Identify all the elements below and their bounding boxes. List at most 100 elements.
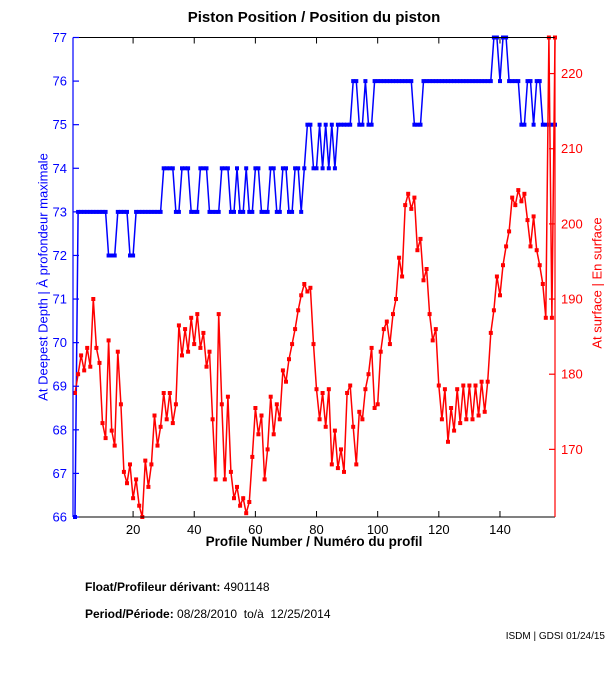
left-series-marker [225,166,230,171]
right-series-marker [323,424,328,429]
left-series-marker [357,122,362,127]
left-series-marker [143,209,148,214]
left-tick-label: 75 [53,117,67,132]
left-series-marker [345,122,350,127]
left-series-marker [427,79,432,84]
right-series-marker [265,447,270,452]
left-series-marker [146,209,151,214]
left-series-marker [329,122,334,127]
left-series-marker [259,209,264,214]
left-series-marker [510,79,515,84]
right-series-marker [452,428,457,433]
left-series-marker [121,209,126,214]
left-series-marker [348,122,353,127]
left-series-marker [366,122,371,127]
left-series-marker [280,166,285,171]
right-series-marker [464,417,469,422]
left-series-marker [94,209,99,214]
left-series-marker [528,79,533,84]
right-tick-label: 190 [561,292,583,307]
left-series-marker [308,122,313,127]
right-series-marker [271,432,276,437]
right-series-marker [259,413,264,418]
x-tick-label: 120 [428,522,450,537]
left-series-marker [311,166,316,171]
right-series-marker [513,203,518,208]
left-series-marker [378,79,383,84]
left-series-marker [452,79,457,84]
left-series-marker [287,209,291,214]
left-series-marker [397,79,402,84]
left-series-marker [531,122,536,127]
right-series-marker [204,364,209,369]
float-id-line: Float/Profileur dérivant: 4901148 [85,580,270,594]
left-series-marker [216,209,221,214]
right-series-marker [91,297,96,301]
right-series-marker [540,282,545,286]
right-series-marker [339,447,343,452]
left-series-marker [82,209,87,214]
right-series-marker [305,289,310,294]
right-series-marker [167,391,172,395]
right-series-marker [384,319,389,324]
right-series-marker [219,402,224,407]
right-series-marker [155,443,160,448]
right-series-marker [180,353,184,358]
right-series-marker [308,285,313,290]
right-series-marker [543,315,548,320]
right-series-marker [170,421,175,426]
right-series-marker [528,244,533,249]
left-tick-label: 77 [53,30,67,45]
left-series-marker [513,79,518,84]
left-series-marker [250,209,255,214]
left-series-marker [534,79,539,84]
right-series-marker [348,383,353,388]
left-series-marker [326,166,331,171]
right-series-marker [195,312,200,317]
right-series-marker [311,342,316,347]
right-series-marker [424,267,429,271]
right-series-marker [549,315,554,320]
left-series-marker [461,79,466,84]
left-series-marker [421,79,426,84]
left-series-marker [125,209,129,214]
right-series-marker [225,394,230,399]
left-series-marker [290,209,295,214]
left-series-marker [106,253,111,258]
right-series-marker [128,462,132,467]
right-series-marker [103,436,108,441]
right-series-marker [470,417,475,422]
right-series-marker [296,308,301,313]
left-series-marker [152,209,157,214]
right-series-marker [121,469,126,474]
left-series-marker [467,79,472,84]
right-series-marker [302,282,307,286]
left-series-marker [302,166,307,171]
left-series-marker [265,209,270,214]
right-series-marker [210,417,215,422]
right-series-marker [125,481,129,486]
right-series-marker [118,402,123,407]
right-series-marker [335,466,340,471]
right-axis-label: At surface | En surface [589,217,605,349]
left-series-marker [482,79,487,84]
right-series-marker [439,417,444,422]
left-series-marker [519,122,524,127]
right-series-marker [531,214,536,219]
left-series-marker [439,79,444,84]
right-tick-label: 210 [561,141,583,156]
left-series-marker [442,79,447,84]
left-series-marker [537,79,542,84]
right-series-marker [290,342,295,347]
left-series-marker [180,166,184,171]
right-series-marker [201,330,206,335]
right-series-marker [494,274,499,279]
left-series-marker [88,209,93,214]
left-series-marker [170,166,175,171]
right-series-marker [256,432,261,437]
left-series-marker [400,79,405,84]
right-series-marker [137,503,142,508]
right-series-marker [525,218,530,223]
